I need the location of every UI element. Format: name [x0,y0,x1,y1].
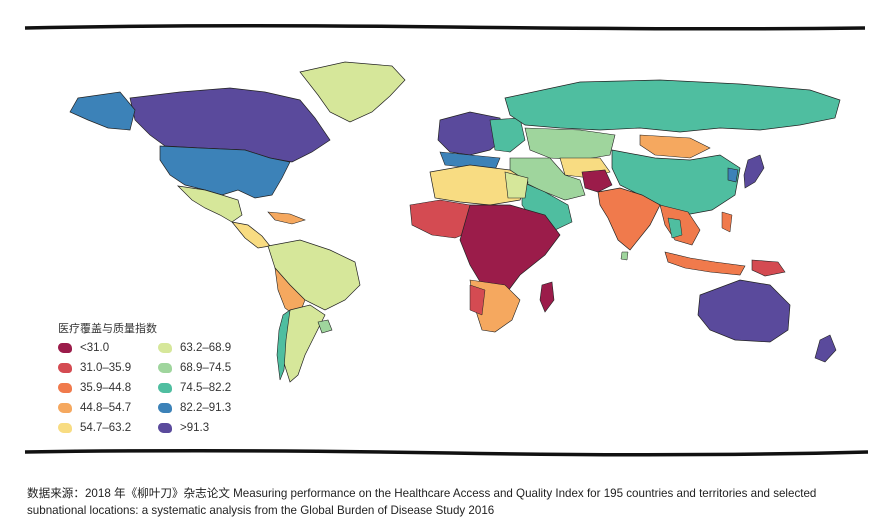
legend-label: <31.0 [80,342,110,354]
region-western-europe [437,111,506,156]
region-afghanistan [581,169,613,193]
region-indonesia [664,251,746,276]
region-eastern-europe [489,117,526,153]
legend-swatch [58,403,72,413]
bottom-border [24,448,869,457]
legend-item: 44.8–54.7 [58,402,131,414]
region-thailand [667,217,683,239]
legend-label: 68.9–74.5 [180,362,232,374]
legend-item: 63.2–68.9 [158,342,231,354]
region-central-africa [459,204,561,296]
legend-item: 82.2–91.3 [158,402,231,414]
region-chile [276,309,291,381]
region-alaska [69,91,136,131]
legend-item: >91.3 [158,422,209,434]
legend-swatch [58,383,72,393]
caption-line-2: subnational locations: a systematic anal… [27,504,495,517]
region-mongolia [639,134,711,159]
region-sri-lanka [620,251,629,261]
legend: 医疗覆盖与质量指数 <31.0 31.0–35.9 35.9–44.8 44.8–54… [58,320,258,440]
legend-swatch [58,363,72,373]
region-caribbean [267,211,306,225]
region-papua [751,259,786,277]
legend-swatch [58,423,72,433]
legend-item: <31.0 [58,342,109,354]
region-north-africa [429,164,529,206]
region-madagascar [539,281,555,313]
legend-label: 44.8–54.7 [80,402,132,414]
source-caption: 数据来源：2018 年《柳叶刀》杂志论文 Measuring performan… [27,485,877,519]
legend-label: 54.7–63.2 [80,422,132,434]
region-mexico [177,185,243,223]
legend-label: 82.2–91.3 [180,402,232,414]
legend-label: 74.5–82.2 [180,382,232,394]
region-egypt [504,171,529,199]
legend-swatch [158,423,172,433]
region-usa [159,145,291,199]
legend-item: 35.9–44.8 [58,382,131,394]
legend-title: 医疗覆盖与质量指数 [58,322,157,335]
region-india [597,187,661,251]
legend-item: 74.5–82.2 [158,382,231,394]
legend-swatch [158,383,172,393]
region-korea [727,167,739,183]
region-greenland [299,61,406,123]
legend-swatch [158,403,172,413]
region-japan [743,154,765,189]
legend-item: 68.9–74.5 [158,362,231,374]
region-russia [504,79,841,133]
caption-line-1: 数据来源：2018 年《柳叶刀》杂志论文 Measuring performan… [27,487,817,500]
legend-label: >91.3 [180,422,210,434]
region-new-zealand [814,334,837,363]
legend-swatch [58,343,72,353]
region-uruguay [317,319,333,334]
legend-swatch [158,363,172,373]
region-central-america [231,221,271,249]
top-border [24,23,866,31]
legend-swatch [158,343,172,353]
legend-item: 54.7–63.2 [58,422,131,434]
legend-item: 31.0–35.9 [58,362,131,374]
region-australia [697,279,791,343]
legend-label: 31.0–35.9 [80,362,132,374]
legend-label: 63.2–68.9 [180,342,232,354]
legend-label: 35.9–44.8 [80,382,132,394]
region-central-asia [524,127,616,161]
region-canada [129,87,331,163]
region-china [611,149,741,216]
region-philippines [721,211,733,233]
region-namibia [469,284,486,316]
